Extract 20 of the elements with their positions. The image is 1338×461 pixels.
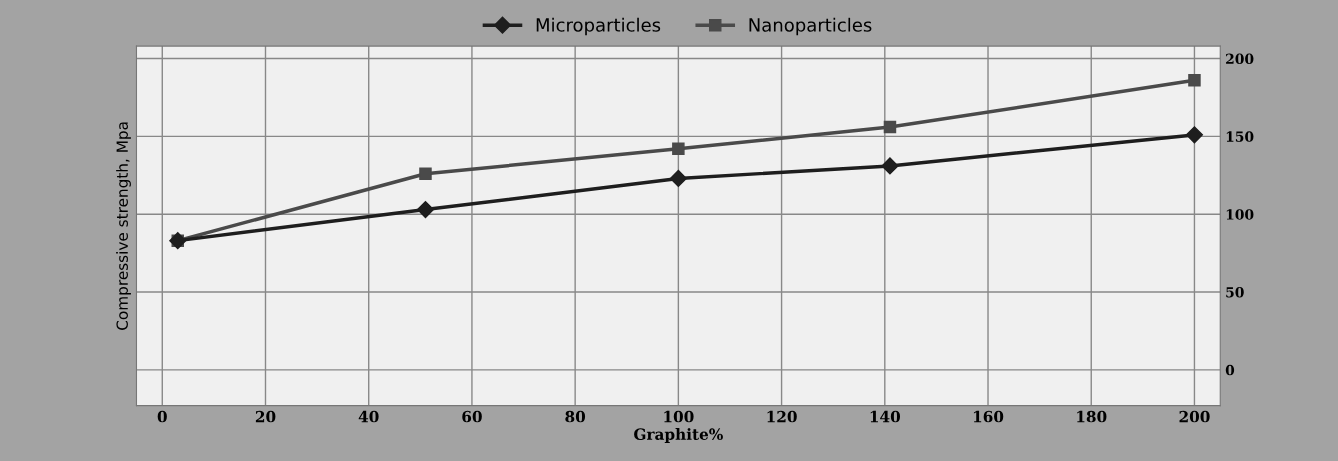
y-tick-label: 50 xyxy=(1226,287,1244,298)
x-tick-label: 120 xyxy=(767,410,797,423)
x-tick-label: 200 xyxy=(1179,410,1210,423)
y-axis-title: Compressive strength, Mpa xyxy=(116,122,131,330)
x-axis-title: Graphite% xyxy=(634,428,723,443)
x-tick-label: 60 xyxy=(462,410,482,423)
y-tick-label: 200 xyxy=(1226,53,1254,65)
x-tick-label: 80 xyxy=(565,410,586,423)
x-tick-label: 100 xyxy=(664,410,694,423)
y-tick-label: 0 xyxy=(1225,364,1235,376)
legend-label: Microparticles xyxy=(536,17,661,36)
x-tick-label: 20 xyxy=(255,410,276,423)
legend-label: Nanoparticles xyxy=(749,17,872,36)
y-tick-label: 150 xyxy=(1226,131,1254,142)
x-tick-label: 0 xyxy=(157,410,167,423)
x-tick-label: 40 xyxy=(358,410,379,423)
x-tick-label: 140 xyxy=(870,410,901,423)
x-tick-label: 180 xyxy=(1077,410,1107,423)
x-tick-label: 160 xyxy=(973,410,1004,423)
y-tick-label: 100 xyxy=(1226,209,1254,220)
